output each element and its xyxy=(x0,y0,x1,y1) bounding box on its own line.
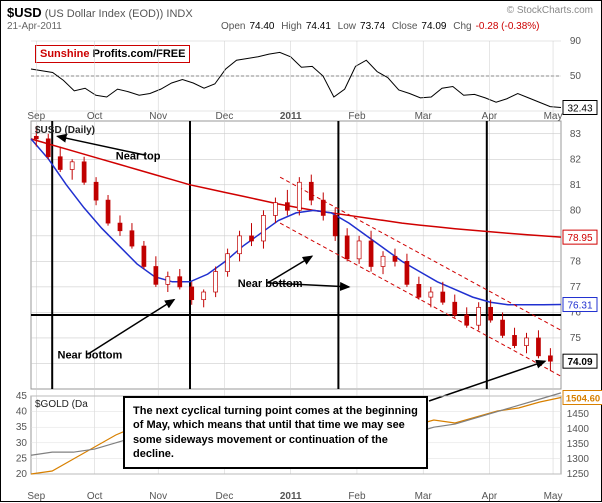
svg-text:Oct: Oct xyxy=(87,491,103,502)
svg-text:76.31: 76.31 xyxy=(567,301,592,312)
svg-text:1300: 1300 xyxy=(567,454,590,465)
svg-text:1450: 1450 xyxy=(567,409,590,420)
svg-text:2011: 2011 xyxy=(280,491,302,502)
svg-text:Near bottom: Near bottom xyxy=(58,349,123,361)
annotation-textbox: The next cyclical turning point comes at… xyxy=(123,396,428,469)
svg-text:Sep: Sep xyxy=(27,491,45,502)
svg-text:80: 80 xyxy=(570,205,582,216)
svg-text:90: 90 xyxy=(570,36,582,47)
svg-text:78: 78 xyxy=(570,256,582,267)
svg-text:30: 30 xyxy=(16,438,28,449)
svg-text:Near top: Near top xyxy=(116,150,161,162)
svg-text:Oct: Oct xyxy=(87,111,103,122)
svg-text:Sep: Sep xyxy=(27,111,45,122)
svg-text:Feb: Feb xyxy=(348,491,366,502)
svg-text:Dec: Dec xyxy=(216,111,234,122)
svg-text:Feb: Feb xyxy=(348,111,366,122)
svg-text:78.95: 78.95 xyxy=(567,233,592,244)
svg-text:Apr: Apr xyxy=(482,491,498,502)
svg-text:82: 82 xyxy=(570,154,582,165)
svg-text:Nov: Nov xyxy=(149,491,167,502)
svg-text:75: 75 xyxy=(570,333,582,344)
svg-text:20: 20 xyxy=(16,469,28,480)
svg-text:1400: 1400 xyxy=(567,424,590,435)
svg-text:1250: 1250 xyxy=(567,469,590,480)
svg-text:1504.60: 1504.60 xyxy=(566,394,600,405)
svg-text:2011: 2011 xyxy=(280,111,302,122)
svg-text:May: May xyxy=(544,491,563,502)
svg-text:May: May xyxy=(544,111,563,122)
svg-text:50: 50 xyxy=(570,71,582,82)
svg-text:74.09: 74.09 xyxy=(567,357,592,368)
svg-text:Apr: Apr xyxy=(482,111,498,122)
svg-text:77: 77 xyxy=(570,282,582,293)
chart-container: $USD (US Dollar Index (EOD)) INDX 21-Apr… xyxy=(0,0,602,502)
svg-text:Mar: Mar xyxy=(415,111,433,122)
svg-text:Dec: Dec xyxy=(216,491,234,502)
svg-text:81: 81 xyxy=(570,180,582,191)
svg-text:35: 35 xyxy=(16,422,28,433)
svg-text:32.43: 32.43 xyxy=(567,104,592,115)
svg-text:Mar: Mar xyxy=(415,491,433,502)
svg-text:25: 25 xyxy=(16,453,28,464)
lower-panel-title: $GOLD (Da xyxy=(35,399,88,410)
svg-text:40: 40 xyxy=(16,407,28,418)
svg-text:1350: 1350 xyxy=(567,439,590,450)
svg-text:45: 45 xyxy=(16,391,28,402)
main-panel-title: $USD (Daily) xyxy=(35,125,95,136)
svg-text:83: 83 xyxy=(570,129,582,140)
svg-text:Nov: Nov xyxy=(149,111,167,122)
